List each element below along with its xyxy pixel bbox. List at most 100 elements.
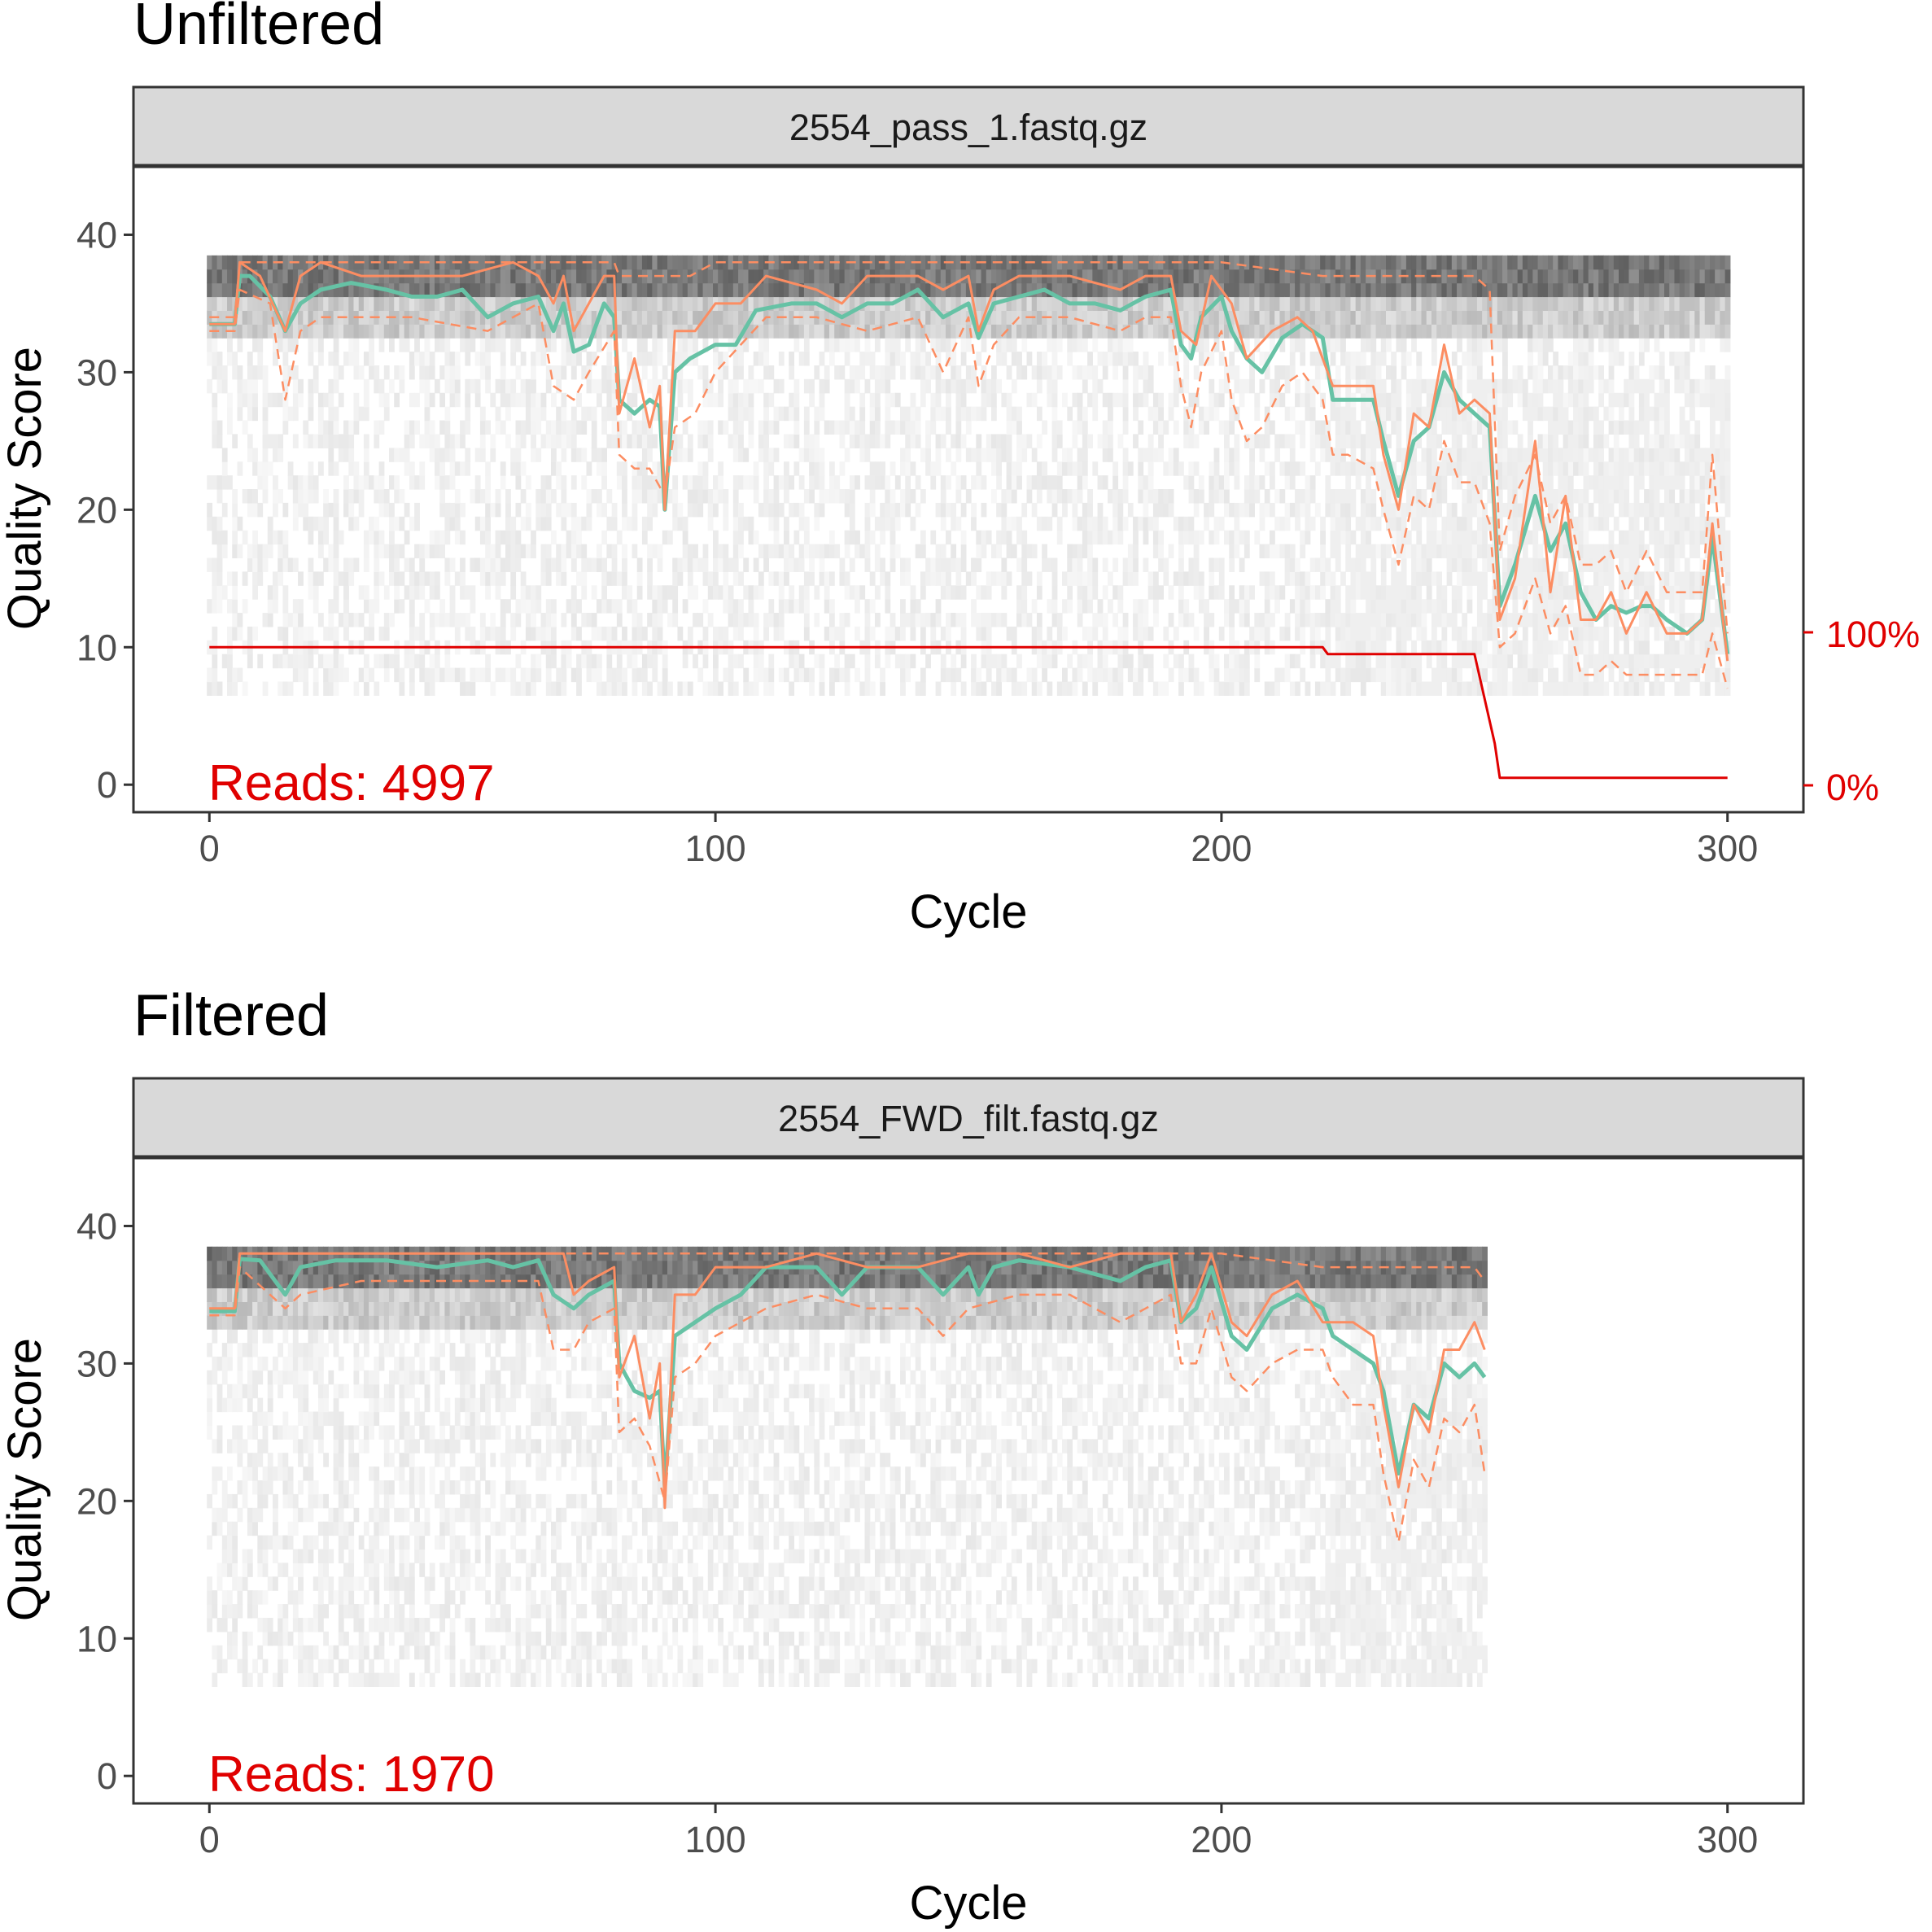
- heatmap-cell: [1360, 667, 1366, 683]
- heatmap-cell: [212, 338, 218, 352]
- heatmap-cell: [1122, 516, 1129, 531]
- heatmap-cell: [616, 571, 623, 586]
- heatmap-cell: [535, 489, 542, 504]
- heatmap-cell: [1047, 599, 1053, 614]
- heatmap-cell: [971, 681, 977, 697]
- heatmap-cell: [1396, 599, 1402, 614]
- heatmap-cell: [1254, 296, 1261, 311]
- heatmap-cell: [1314, 296, 1321, 311]
- heatmap-cell: [920, 585, 926, 600]
- heatmap-cell: [616, 324, 623, 339]
- heatmap-cell: [803, 613, 810, 627]
- heatmap-cell: [976, 613, 982, 627]
- heatmap-cell: [434, 653, 440, 669]
- heatmap-cell: [1340, 571, 1346, 586]
- heatmap-cell: [1006, 544, 1012, 559]
- heatmap-cell: [292, 653, 299, 669]
- heatmap-cell: [227, 406, 233, 422]
- heatmap-cell: [1143, 310, 1149, 325]
- heatmap-cell: [551, 448, 557, 462]
- heatmap-cell: [278, 338, 284, 352]
- heatmap-cell: [216, 282, 223, 298]
- heatmap-cell: [935, 282, 942, 298]
- heatmap-cell: [454, 310, 461, 325]
- heatmap-cell: [1178, 544, 1184, 559]
- heatmap-cell: [859, 406, 866, 422]
- heatmap-cell: [606, 544, 613, 559]
- heatmap-cell: [257, 461, 264, 476]
- heatmap-cell: [738, 324, 744, 339]
- heatmap-cell: [1370, 324, 1377, 339]
- heatmap-cell: [1102, 365, 1108, 380]
- heatmap-cell: [981, 448, 987, 462]
- heatmap-cell: [247, 406, 253, 422]
- heatmap-cell: [1279, 392, 1286, 408]
- heatmap-cell: [1380, 599, 1387, 614]
- heatmap-cell: [657, 282, 663, 298]
- heatmap-cell: [531, 613, 536, 627]
- heatmap-cell: [570, 502, 577, 518]
- heatmap-cell: [869, 352, 876, 366]
- heatmap-cell: [789, 681, 795, 697]
- heatmap-cell: [601, 420, 607, 435]
- heatmap-cell: [677, 448, 684, 462]
- heatmap-cell: [1295, 681, 1300, 697]
- heatmap-cell: [399, 296, 405, 311]
- heatmap-cell: [880, 571, 885, 586]
- heatmap-cell: [490, 681, 496, 697]
- heatmap-cell: [1143, 626, 1149, 641]
- heatmap-cell: [662, 530, 668, 545]
- heatmap-cell: [262, 378, 269, 394]
- heatmap-cell: [798, 667, 805, 683]
- heatmap-cell: [348, 502, 355, 518]
- heatmap-cell: [1011, 516, 1017, 531]
- heatmap-cell: [353, 338, 360, 352]
- heatmap-cell: [1011, 378, 1017, 394]
- heatmap-cell: [1158, 352, 1164, 366]
- heatmap-cell: [221, 365, 228, 380]
- heatmap-cell: [702, 420, 709, 435]
- heatmap-cell: [1421, 406, 1427, 422]
- heatmap-cell: [1204, 502, 1209, 518]
- heatmap-cell: [662, 255, 668, 270]
- heatmap-cell: [591, 585, 597, 600]
- heatmap-cell: [758, 324, 764, 339]
- heatmap-cell: [333, 365, 339, 380]
- heatmap-cell: [1289, 352, 1296, 366]
- heatmap-cell: [500, 571, 506, 586]
- heatmap-cell: [657, 681, 663, 697]
- heatmap-cell: [738, 530, 744, 545]
- heatmap-cell: [915, 502, 921, 518]
- heatmap-cell: [444, 502, 451, 518]
- heatmap-cell: [768, 282, 775, 298]
- heatmap-cell: [611, 420, 618, 435]
- heatmap-cell: [910, 613, 916, 627]
- heatmap-cell: [378, 255, 385, 270]
- heatmap-cell: [778, 544, 785, 559]
- heatmap-cell: [510, 557, 517, 572]
- heatmap-cell: [273, 489, 278, 504]
- heatmap-cell: [697, 324, 704, 339]
- heatmap-cell: [900, 406, 906, 422]
- heatmap-cell: [369, 530, 374, 545]
- heatmap-cell: [616, 613, 623, 627]
- heatmap-cell: [1188, 516, 1195, 531]
- heatmap-cell: [460, 613, 466, 627]
- heatmap-cell: [545, 338, 552, 352]
- heatmap-cell: [1350, 502, 1357, 518]
- heatmap-cell: [394, 544, 400, 559]
- heatmap-cell: [576, 681, 582, 697]
- heatmap-cell: [1380, 352, 1387, 366]
- heatmap-cell: [1127, 544, 1134, 559]
- heatmap-cell: [1375, 296, 1382, 311]
- heatmap-cell: [1375, 324, 1382, 339]
- heatmap-cell: [662, 420, 668, 435]
- heatmap-cell: [1401, 282, 1407, 298]
- heatmap-cell: [1391, 255, 1397, 270]
- heatmap-cell: [753, 626, 759, 641]
- heatmap-cell: [753, 557, 759, 572]
- heatmap-cell: [814, 406, 820, 422]
- heatmap-cell: [1325, 296, 1331, 311]
- heatmap-cell: [1218, 420, 1225, 435]
- heatmap-cell: [414, 516, 420, 531]
